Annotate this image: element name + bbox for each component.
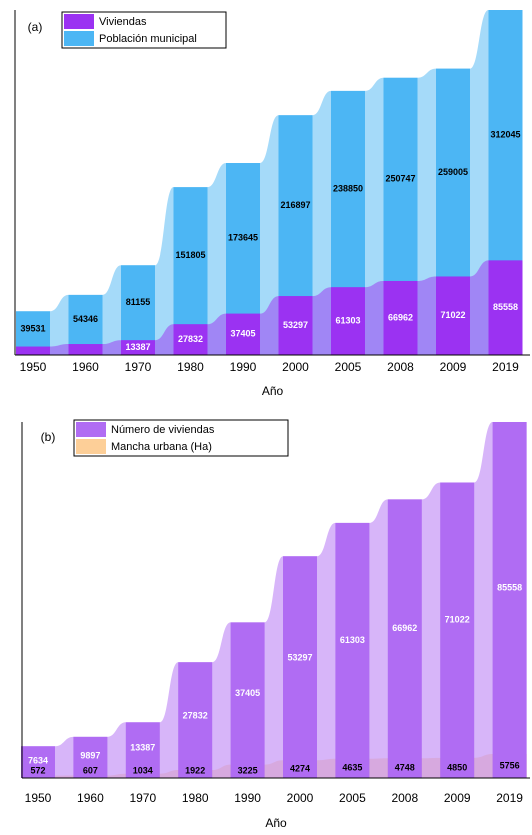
legend-label: Mancha urbana (Ha): [111, 441, 212, 453]
x-tick-label: 2019: [496, 791, 523, 805]
value-label: 3225: [238, 765, 258, 775]
x-tick-label: 1970: [129, 791, 156, 805]
value-label: 27832: [183, 710, 208, 720]
x-tick-label: 1960: [77, 791, 104, 805]
legend-label: Población municipal: [99, 33, 197, 45]
value-label: 53297: [287, 653, 312, 663]
x-tick-label: 2005: [335, 360, 362, 374]
value-label: 607: [83, 765, 98, 775]
value-label: 61303: [335, 315, 360, 325]
x-tick-label: 2000: [282, 360, 309, 374]
bar: [121, 340, 155, 355]
value-label: 13387: [125, 342, 150, 352]
value-label: 238850: [333, 183, 363, 193]
bar: [331, 287, 365, 355]
value-label: 259005: [438, 167, 468, 177]
bar: [121, 265, 155, 355]
value-label: 37405: [235, 688, 260, 698]
bar: [178, 662, 213, 778]
legend-swatch: [76, 439, 106, 454]
value-label: 4635: [342, 763, 362, 773]
x-axis-title: Año: [265, 816, 287, 830]
x-tick-label: 2009: [444, 791, 471, 805]
x-tick-label: 1960: [72, 360, 99, 374]
x-tick-label: 2008: [391, 791, 418, 805]
panel-label: (a): [28, 20, 43, 34]
x-axis-title: Año: [262, 384, 284, 398]
value-label: 61303: [340, 635, 365, 645]
bar: [125, 722, 160, 778]
value-label: 85558: [497, 582, 522, 592]
bar: [488, 260, 523, 355]
x-tick-label: 2009: [440, 360, 467, 374]
value-label: 7634: [28, 755, 48, 765]
x-tick-label: 2019: [492, 360, 519, 374]
x-tick-label: 1990: [234, 791, 261, 805]
value-label: 312045: [490, 130, 520, 140]
panel-label: (b): [41, 430, 56, 444]
x-tick-label: 1950: [20, 360, 47, 374]
value-label: 53297: [283, 320, 308, 330]
bar: [73, 736, 108, 778]
legend-label: Número de viviendas: [111, 424, 215, 436]
x-tick-label: 2005: [339, 791, 366, 805]
value-label: 1034: [133, 765, 153, 775]
bar: [226, 313, 260, 355]
value-label: 54346: [73, 314, 98, 324]
value-label: 151805: [175, 250, 205, 260]
value-label: 66962: [392, 623, 417, 633]
bar: [387, 499, 422, 778]
bar: [436, 276, 470, 355]
x-tick-label: 1980: [177, 360, 204, 374]
legend-swatch: [64, 31, 94, 46]
legend-label: Viviendas: [99, 16, 147, 28]
bar: [278, 296, 313, 355]
value-label: 216897: [280, 200, 310, 210]
value-label: 66962: [388, 312, 413, 322]
value-label: 27832: [178, 334, 203, 344]
x-tick-label: 1950: [25, 791, 52, 805]
bar: [21, 746, 55, 778]
value-label: 5756: [500, 760, 520, 770]
x-tick-label: 2000: [287, 791, 314, 805]
value-label: 81155: [126, 297, 151, 307]
value-label: 39531: [20, 323, 45, 333]
value-label: 71022: [440, 310, 465, 320]
bar: [383, 280, 418, 355]
x-tick-label: 2008: [387, 360, 414, 374]
value-label: 250747: [385, 174, 415, 184]
value-label: 4274: [290, 763, 310, 773]
legend-box: [73, 419, 289, 457]
bar: [492, 422, 527, 778]
bar: [335, 522, 370, 778]
bar: [16, 346, 50, 355]
bar: [283, 556, 317, 778]
x-tick-label: 1980: [182, 791, 209, 805]
value-label: 9897: [80, 751, 100, 761]
value-label: 173645: [228, 233, 258, 243]
bar: [440, 482, 475, 778]
value-label: 37405: [230, 329, 255, 339]
legend-swatch: [64, 14, 94, 29]
bar: [230, 622, 265, 778]
x-tick-label: 1990: [230, 360, 257, 374]
value-label: 4748: [395, 762, 415, 772]
value-label: 1922: [185, 765, 205, 775]
value-label: 71022: [445, 615, 470, 625]
value-label: 13387: [130, 742, 155, 752]
x-tick-label: 1970: [125, 360, 152, 374]
value-label: 4850: [447, 762, 467, 772]
value-label: 85558: [493, 302, 518, 312]
legend-swatch: [76, 422, 106, 437]
value-label: 572: [30, 765, 45, 775]
bar: [68, 344, 103, 355]
bar: [173, 324, 208, 355]
